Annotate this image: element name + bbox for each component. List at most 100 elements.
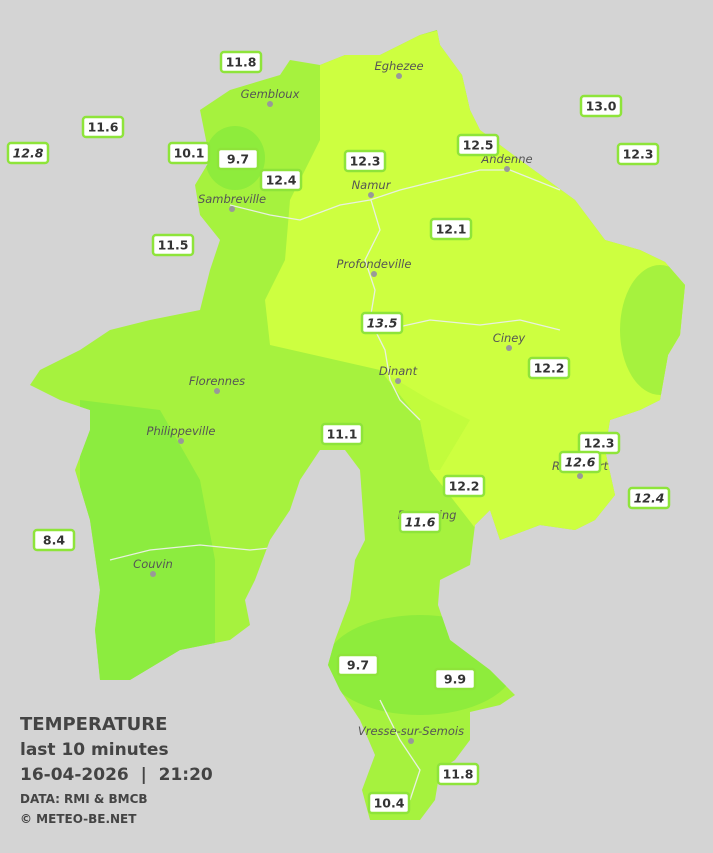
station-box (367, 791, 411, 815)
station: 10.1 (167, 141, 211, 165)
station: 12.6 (558, 450, 602, 474)
station-value: 12.3 (623, 147, 654, 162)
station-box (81, 115, 125, 139)
station: 13.0 (579, 94, 623, 118)
station-value: 12.3 (584, 436, 615, 451)
station-value: 10.1 (174, 146, 205, 161)
station-value: 12.4 (634, 491, 665, 506)
station: 12.2 (527, 356, 571, 380)
station-box (151, 233, 195, 257)
station-box (360, 311, 404, 335)
city-dot (408, 738, 414, 744)
city-label: Ciney (493, 331, 526, 345)
station-value: 12.5 (463, 138, 494, 153)
legend-title: TEMPERATURE (20, 714, 167, 735)
station-value: 13.5 (367, 316, 398, 331)
city-dot (229, 206, 235, 212)
city-label: Florennes (189, 374, 245, 388)
city-label: Profondeville (337, 257, 412, 271)
station-box (6, 141, 50, 165)
city-dot (150, 571, 156, 577)
station-box (429, 217, 473, 241)
city-dot (577, 473, 583, 479)
city-dot (178, 438, 184, 444)
station: 11.8 (219, 50, 263, 74)
station: 11.8 (436, 762, 480, 786)
city-dot (214, 388, 220, 394)
station: 11.5 (151, 233, 195, 257)
city-label: Sambreville (198, 192, 266, 206)
city-label: Couvin (133, 557, 173, 571)
station-box (320, 422, 364, 446)
station: 8.4 (32, 528, 76, 552)
city-dot (267, 101, 273, 107)
legend-source: DATA: RMI & BMCB (20, 792, 148, 806)
station: 10.4 (367, 791, 411, 815)
station: 12.3 (343, 149, 387, 173)
city-label: Dinant (379, 364, 418, 378)
station: 12.3 (616, 142, 660, 166)
station-box (216, 147, 260, 171)
station: 12.2 (442, 474, 486, 498)
station: 9.7 (216, 147, 260, 171)
station: 12.1 (429, 217, 473, 241)
station-value: 8.4 (43, 533, 65, 548)
station: 12.8 (6, 141, 50, 165)
station-value: 11.1 (327, 427, 358, 442)
station-box (527, 356, 571, 380)
station: 11.6 (81, 115, 125, 139)
station-value: 12.6 (565, 455, 596, 470)
city-label: Philippeville (147, 424, 216, 438)
station-value: 11.6 (88, 120, 119, 135)
city-label: Gembloux (241, 87, 300, 101)
station-value: 12.3 (350, 154, 381, 169)
station-box (616, 142, 660, 166)
legend-subtitle: last 10 minutes (20, 740, 169, 760)
city-label: Eghezee (374, 59, 423, 73)
station-box (167, 141, 211, 165)
station-value: 11.5 (158, 238, 189, 253)
station: 12.4 (627, 486, 671, 510)
legend: TEMPERATURE last 10 minutes 16-04-2026 |… (20, 714, 213, 826)
station-box (336, 653, 380, 677)
station-box (433, 667, 477, 691)
station: 12.5 (456, 133, 500, 157)
station-box (436, 762, 480, 786)
station-value: 9.7 (227, 152, 249, 167)
station-box (32, 528, 76, 552)
station-value: 12.2 (534, 361, 565, 376)
station-box (579, 94, 623, 118)
station-box (343, 149, 387, 173)
station-box (558, 450, 602, 474)
station-box (442, 474, 486, 498)
city-label: Namur (352, 178, 392, 192)
station-value: 12.4 (266, 173, 297, 188)
station-box (456, 133, 500, 157)
city-dot (395, 378, 401, 384)
city-dot (506, 345, 512, 351)
station: 13.5 (360, 311, 404, 335)
legend-copyright: © METEO-BE.NET (20, 812, 137, 826)
station: 11.1 (320, 422, 364, 446)
station-value: 9.9 (444, 672, 466, 687)
station-value: 10.4 (374, 796, 405, 811)
city-dot (368, 192, 374, 198)
city-dot (396, 73, 402, 79)
station: 12.3 (577, 431, 621, 455)
station: 9.9 (433, 667, 477, 691)
city-dot (371, 271, 377, 277)
city-label: Vresse-sur-Semois (358, 724, 464, 738)
station-box (398, 510, 442, 534)
station-value: 11.8 (443, 767, 474, 782)
station-value: 12.8 (13, 146, 44, 161)
station-value: 9.7 (347, 658, 369, 673)
station-value: 11.8 (226, 55, 257, 70)
city-dot (504, 166, 510, 172)
station-box (259, 168, 303, 192)
station-value: 11.6 (405, 515, 436, 530)
station: 11.6 (398, 510, 442, 534)
station-value: 13.0 (586, 99, 617, 114)
station-value: 12.2 (449, 479, 480, 494)
legend-timestamp: 16-04-2026 | 21:20 (20, 765, 213, 785)
